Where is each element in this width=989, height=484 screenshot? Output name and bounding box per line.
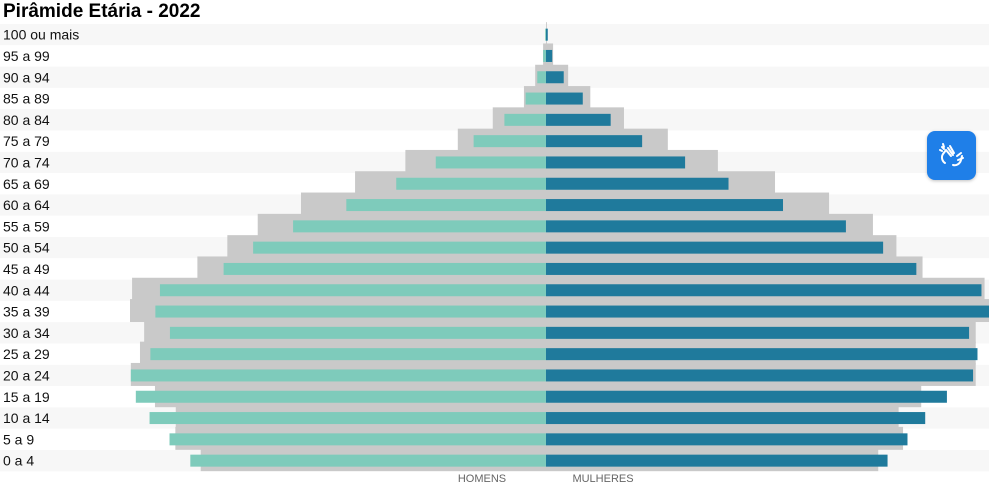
age-group-label: 30 a 34: [3, 325, 50, 341]
bar-male: [435, 156, 546, 169]
bar-female: [546, 71, 564, 84]
bar-male: [169, 433, 546, 446]
bar-female: [546, 454, 888, 467]
age-group-label: 80 a 84: [3, 112, 50, 128]
bar-male: [159, 284, 546, 297]
sign-language-hands-icon: [938, 142, 964, 166]
age-group-label: 5 a 9: [3, 431, 34, 447]
bar-male: [253, 241, 547, 254]
bar-female: [546, 28, 548, 41]
age-group-label: 70 a 74: [3, 154, 50, 170]
bar-male: [537, 71, 546, 84]
bar-male: [293, 220, 546, 233]
bar-male: [223, 262, 546, 275]
bar-male: [130, 369, 546, 382]
bar-male: [190, 454, 546, 467]
bar-female: [546, 135, 643, 148]
age-group-label: 0 a 4: [3, 453, 34, 469]
accessibility-sign-language-button[interactable]: [927, 131, 976, 180]
x-label-homens: HOMENS: [458, 473, 506, 484]
row-band: [0, 24, 989, 46]
age-group-label: 90 a 94: [3, 69, 50, 85]
x-label-mulheres: MULHERES: [572, 473, 633, 484]
bar-female: [546, 92, 583, 105]
bar-female: [546, 241, 884, 254]
chart-title: Pirâmide Etária - 2022: [3, 1, 201, 22]
bar-female: [546, 369, 974, 382]
bar-female: [546, 390, 947, 403]
row-band: [0, 45, 989, 67]
bar-female: [546, 348, 978, 361]
age-group-label: 75 a 79: [3, 133, 50, 149]
bar-female: [546, 199, 784, 212]
age-group-label: 100 ou mais: [3, 27, 79, 43]
row-band: [0, 87, 989, 110]
bar-female: [546, 305, 989, 318]
age-group-label: 55 a 59: [3, 218, 50, 234]
age-group-label: 20 a 24: [3, 367, 50, 383]
bar-female: [546, 220, 846, 233]
bar-male: [169, 326, 546, 339]
bar-male: [504, 113, 546, 126]
bar-female: [546, 113, 611, 126]
age-group-label: 85 a 89: [3, 91, 50, 107]
age-group-label: 50 a 54: [3, 240, 50, 256]
bar-male: [135, 390, 546, 403]
row-band: [0, 66, 989, 88]
bar-female: [546, 412, 926, 425]
age-group-label: 45 a 49: [3, 261, 50, 277]
age-group-label: 25 a 29: [3, 346, 50, 362]
bar-male: [473, 135, 546, 148]
bar-male: [150, 348, 546, 361]
bar-male: [545, 28, 546, 41]
bar-female: [546, 284, 982, 297]
bar-female: [546, 326, 970, 339]
age-group-label: 60 a 64: [3, 197, 50, 213]
bar-male: [396, 177, 546, 190]
age-group-label: 40 a 44: [3, 282, 50, 298]
age-group-label: 65 a 69: [3, 176, 50, 192]
age-group-label: 95 a 99: [3, 48, 50, 64]
bar-male: [149, 412, 546, 425]
bar-male: [525, 92, 546, 105]
bar-male: [155, 305, 546, 318]
bar-female: [546, 433, 908, 446]
bar-female: [546, 156, 686, 169]
bar-male: [346, 199, 546, 212]
bar-female: [546, 262, 917, 275]
bar-female: [546, 49, 553, 62]
age-group-label: 10 a 14: [3, 410, 50, 426]
bar-male: [543, 49, 546, 62]
age-group-label: 35 a 39: [3, 304, 50, 320]
bar-female: [546, 177, 729, 190]
age-group-label: 15 a 19: [3, 389, 50, 405]
